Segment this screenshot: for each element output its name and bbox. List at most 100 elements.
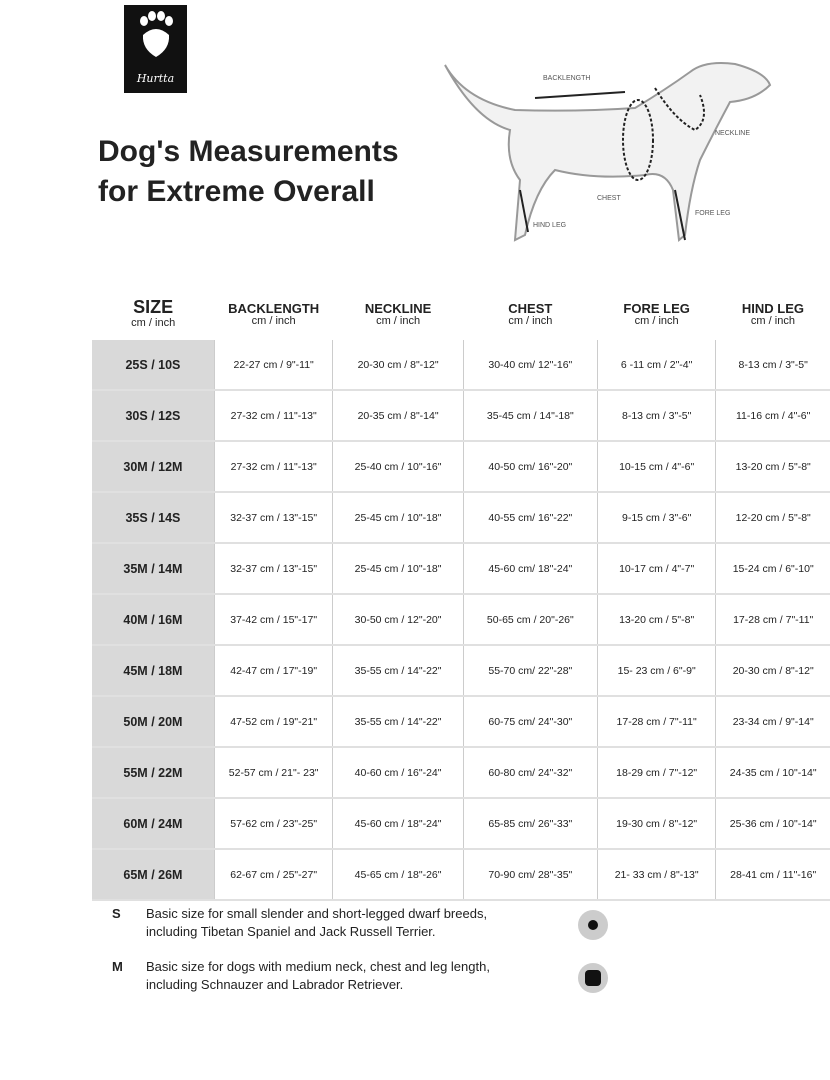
measurement-cell: 25-45 cm / 10"-18" (332, 492, 464, 544)
size-cell: 40M / 16M (92, 594, 215, 646)
measurement-cell: 27-32 cm / 11"-13" (213, 390, 333, 442)
measurement-cell: 22-27 cm / 9"-11" (213, 340, 333, 391)
measurement-cell: 40-60 cm / 16"-24" (332, 747, 464, 799)
size-cell: 55M / 22M (92, 747, 215, 799)
size-cell: 35S / 14S (92, 492, 215, 544)
measurement-cell: 13-20 cm / 5"-8" (596, 594, 716, 646)
header-label: BACKLENGTH (228, 301, 320, 316)
measurement-cell: 17-28 cm / 7"-11" (596, 696, 716, 748)
measurement-cell: 60-75 cm/ 24"-30" (462, 696, 598, 748)
measurement-cell: 40-50 cm/ 16"-20" (462, 441, 598, 493)
legend-line: Basic size for small slender and short-l… (146, 906, 488, 921)
measurement-cell: 23-34 cm / 9"-14" (715, 696, 830, 748)
measurement-cell: 25-45 cm / 10"-18" (332, 543, 464, 595)
size-cell: 60M / 24M (92, 798, 215, 850)
measurement-cell: 55-70 cm/ 22"-28" (462, 645, 598, 697)
table-row: 30M / 12M 27-32 cm / 11"-13" 25-40 cm / 10… (92, 441, 830, 493)
legend-description: Basic size for small slender and short-l… (146, 905, 487, 941)
table-row: 35S / 14S 32-37 cm / 13"-15" 25-45 cm / 10… (92, 492, 830, 544)
measurement-cell: 65-85 cm/ 26"-33" (462, 798, 598, 850)
table-row: 50M / 20M 47-52 cm / 19"-21" 35-55 cm / 14… (92, 696, 830, 748)
header-label: NECKLINE (364, 301, 432, 316)
measurement-cell: 28-41 cm / 11"-16" (715, 849, 830, 901)
legend-line: Basic size for dogs with medium neck, ch… (146, 959, 490, 974)
table-row: 60M / 24M 57-62 cm / 23"-25" 45-60 cm / 18… (92, 798, 830, 850)
column-header: HIND LEG cm / inch (716, 290, 830, 340)
logo-brand: Hurtta (136, 72, 175, 85)
measurement-cell: 32-37 cm / 13"-15" (213, 492, 333, 544)
header-label: CHEST (508, 301, 553, 316)
measurement-cell: 21- 33 cm / 8"-13" (596, 849, 716, 901)
measurement-cell: 47-52 cm / 19"-21" (213, 696, 333, 748)
legend-item: M Basic size for dogs with medium neck, c… (112, 958, 490, 994)
size-code: M (112, 959, 123, 974)
table-row: 30S / 12S 27-32 cm / 11"-13" 20-35 cm / 8"… (92, 390, 830, 442)
measurement-cell: 20-30 cm / 8"-12" (332, 340, 464, 391)
size-cell: 25S / 10S (92, 340, 215, 391)
measurement-cell: 18-29 cm / 7"-12" (596, 747, 716, 799)
size-cell: 30S / 12S (92, 390, 215, 442)
measurement-cell: 20-30 cm / 8"-12" (715, 645, 830, 697)
column-header: NECKLINE cm / inch (333, 290, 463, 340)
table-row: 45M / 18M 42-47 cm / 17"-19" 35-55 cm / 14… (92, 645, 830, 697)
table-row: 65M / 26M 62-67 cm / 25"-27" 45-65 cm / 18… (92, 849, 830, 901)
round-dot-icon (578, 910, 608, 940)
measurement-cell: 10-17 cm / 4"-7" (596, 543, 716, 595)
measurement-cell: 45-60 cm/ 18"-24" (462, 543, 598, 595)
label-backlength: BACKLENGTH (543, 75, 590, 82)
header-label: SIZE (133, 297, 174, 317)
measurement-cell: 6 -11 cm / 2"-4" (596, 340, 716, 391)
title-line-2: for Extreme Overall (98, 175, 375, 208)
measurement-cell: 62-67 cm / 25"-27" (213, 849, 333, 901)
measurement-cell: 32-37 cm / 13"-15" (213, 543, 333, 595)
measurement-cell: 12-20 cm / 5"-8" (715, 492, 830, 544)
measurement-cell: 11-16 cm / 4"-6" (715, 390, 830, 442)
column-header: CHEST cm / inch (463, 290, 597, 340)
column-header: BACKLENGTH cm / inch (214, 290, 333, 340)
header-label: FORE LEG (623, 301, 690, 316)
size-code: S (112, 906, 121, 921)
page-title: Dog's Measurements for Extreme Overall (98, 132, 399, 212)
measurement-cell: 50-65 cm / 20"-26" (462, 594, 598, 646)
measurement-cell: 8-13 cm / 3"-5" (596, 390, 716, 442)
square-dot-icon (578, 963, 608, 993)
size-cell: 35M / 14M (92, 543, 215, 595)
header-unit: cm / inch (131, 317, 176, 329)
legend-description: Basic size for dogs with medium neck, ch… (146, 958, 490, 994)
measurement-cell: 9-15 cm / 3"-6" (596, 492, 716, 544)
table-row: 55M / 22M 52-57 cm / 21"- 23" 40-60 cm / 1… (92, 747, 830, 799)
measurement-cell: 8-13 cm / 3"-5" (715, 340, 830, 391)
label-hind-leg: HIND LEG (533, 222, 566, 229)
measurement-cell: 35-45 cm / 14"-18" (462, 390, 598, 442)
measurement-cell: 42-47 cm / 17"-19" (213, 645, 333, 697)
title-line-1: Dog's Measurements (98, 135, 399, 168)
header-unit: cm / inch (508, 315, 553, 327)
legend-line: including Schnauzer and Labrador Retriev… (146, 977, 404, 992)
size-cell: 45M / 18M (92, 645, 215, 697)
size-cell: 50M / 20M (92, 696, 215, 748)
measurement-cell: 15-24 cm / 6"-10" (715, 543, 830, 595)
header-unit: cm / inch (376, 315, 421, 327)
header-unit: cm / inch (750, 315, 795, 327)
measurement-cell: 30-50 cm / 12"-20" (332, 594, 464, 646)
measurement-cell: 40-55 cm/ 16"-22" (462, 492, 598, 544)
measurement-cell: 20-35 cm / 8"-14" (332, 390, 464, 442)
table-row: 25S / 10S 22-27 cm / 9"-11" 20-30 cm / 8"-… (92, 340, 830, 391)
size-cell: 65M / 26M (92, 849, 215, 901)
measurement-cell: 13-20 cm / 5"-8" (715, 441, 830, 493)
legend-line: including Tibetan Spaniel and Jack Russe… (146, 924, 436, 939)
table-row: 40M / 16M 37-42 cm / 15"-17" 30-50 cm / 12… (92, 594, 830, 646)
table-row: 35M / 14M 32-37 cm / 13"-15" 25-45 cm / 10… (92, 543, 830, 595)
measurement-cell: 52-57 cm / 21"- 23" (213, 747, 333, 799)
header-unit: cm / inch (251, 315, 296, 327)
measurement-cell: 24-35 cm / 10"-14" (715, 747, 830, 799)
measurement-cell: 30-40 cm/ 12"-16" (462, 340, 598, 391)
measurement-cell: 37-42 cm / 15"-17" (213, 594, 333, 646)
dog-measurement-diagram: BACKLENGTH NECKLINE CHEST FORE LEG HIND … (444, 62, 772, 242)
column-header: SIZE cm / inch (92, 290, 214, 340)
measurement-cell: 45-60 cm / 18"-24" (332, 798, 464, 850)
measurement-cell: 60-80 cm/ 24"-32" (462, 747, 598, 799)
paw-icon (140, 11, 173, 57)
label-fore-leg: FORE LEG (695, 210, 730, 217)
measurement-cell: 45-65 cm / 18"-26" (332, 849, 464, 901)
